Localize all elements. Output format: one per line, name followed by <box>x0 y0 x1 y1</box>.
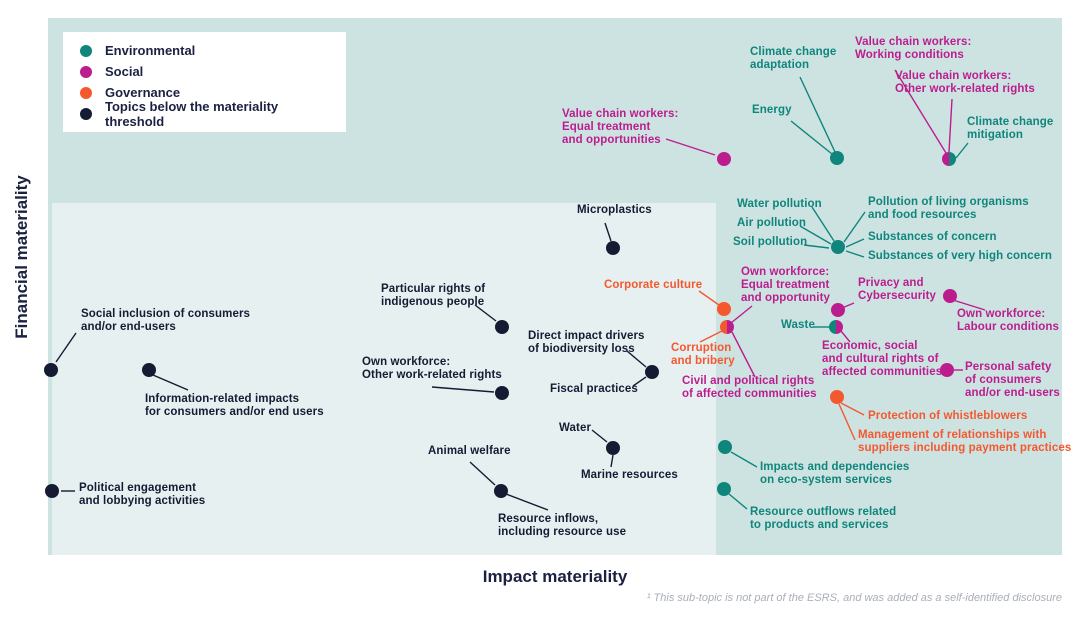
topic-label: Direct impact drivers of biodiversity lo… <box>528 330 645 355</box>
topic-dot-resource-outflows <box>717 482 731 496</box>
topic-dot-own-workforce-labour-conditions <box>943 289 957 303</box>
topic-label: Microplastics <box>577 204 652 216</box>
topic-label: Value chain workers: Working conditions <box>855 36 972 61</box>
topic-label: Privacy and Cybersecurity <box>858 277 937 302</box>
topic-label: Personal safety of consumers and/or end-… <box>965 361 1060 399</box>
topic-label: Management of relationships with supplie… <box>858 429 1072 454</box>
topic-dot-social-inclusion <box>44 363 58 377</box>
topic-label: Political engagement and lobbying activi… <box>79 482 206 507</box>
topic-label: Economic, social and cultural rights of … <box>822 340 943 378</box>
topic-dot-pollution-cluster <box>831 240 845 254</box>
topic-label: Air pollution <box>737 217 807 229</box>
legend-dot-governance <box>80 86 92 99</box>
topic-label: Social inclusion of consumers and/or end… <box>81 308 251 333</box>
topic-dot-microplastics <box>606 241 620 255</box>
topic-label: Water pollution <box>737 198 822 210</box>
topic-dot-water-marine <box>606 441 620 455</box>
legend-dot-environmental <box>80 44 92 57</box>
topic-label: Impacts and dependencies on eco-system s… <box>760 461 910 486</box>
topic-label: Soil pollution <box>733 236 808 248</box>
legend-item-threshold: Topics below the materiality threshold <box>77 99 332 129</box>
topic-label: Energy <box>752 104 792 116</box>
topic-label: Protection of whistleblowers <box>868 410 1028 422</box>
legend-item-environmental: Environmental <box>77 40 332 61</box>
topic-label: Value chain workers: Other work-related … <box>895 70 1035 95</box>
legend-label: Governance <box>105 85 181 100</box>
legend-label: Social <box>105 64 144 79</box>
topic-dot-value-chain-workers-equal-treatment <box>717 152 731 166</box>
topic-label: Climate change adaptation <box>750 46 837 71</box>
topic-dot-energy-climate-adaptation <box>830 151 844 165</box>
topic-label: Marine resources <box>581 469 678 481</box>
topic-dot-ecosystem-services <box>718 440 732 454</box>
topic-label: Animal welfare <box>428 445 511 457</box>
topic-dot-whistleblowers-suppliers <box>830 390 844 404</box>
legend-label: Topics below the materiality threshold <box>105 98 279 129</box>
topic-dot-corporate-culture <box>717 302 731 316</box>
topic-label: Corruption and bribery <box>671 342 735 367</box>
topic-label: Water <box>559 422 592 434</box>
y-axis-label: Financial materiality <box>12 175 31 339</box>
topic-dot-indigenous-people <box>495 320 509 334</box>
topic-dot-political-engagement <box>45 484 59 498</box>
topic-dot-own-workforce-other-rights <box>495 386 509 400</box>
topic-label: Pollution of living organisms and food r… <box>868 196 1029 221</box>
legend-item-governance: Governance <box>77 82 332 103</box>
topic-dot-value-chain-workers-climate-mitigation <box>942 152 956 166</box>
topic-label: Information-related impacts for consumer… <box>145 393 324 418</box>
topic-label: Own workforce: Equal treatment and oppor… <box>741 266 831 304</box>
x-axis-label: Impact materiality <box>482 567 628 586</box>
topic-label: Own workforce: Other work-related rights <box>362 356 502 381</box>
topic-label: Resource inflows, including resource use <box>498 513 627 538</box>
topic-label: Substances of concern <box>868 231 997 243</box>
topic-label: Own workforce: Labour conditions <box>957 308 1059 333</box>
legend: Environmental Social Governance Topics belo… <box>63 32 346 132</box>
topic-label: Civil and political rights of affected c… <box>682 375 817 400</box>
topic-dot-corruption-civil-rights <box>720 320 734 334</box>
topic-label: Fiscal practices <box>550 383 638 395</box>
legend-dot-threshold <box>80 107 92 120</box>
legend-dot-social <box>80 65 92 78</box>
topic-dot-biodiversity-fiscal <box>645 365 659 379</box>
topic-label: Value chain workers: Equal treatment and… <box>562 108 679 146</box>
footnote: ¹ This sub-topic is not part of the ESRS… <box>646 592 1062 604</box>
topic-label: Substances of very high concern <box>868 250 1052 262</box>
topic-label: Climate change mitigation <box>967 116 1054 141</box>
topic-label: Waste <box>781 319 815 331</box>
topic-dot-waste-economic-rights <box>829 320 843 334</box>
topic-dot-information-related-impacts <box>142 363 156 377</box>
topic-label: Resource outflows related to products an… <box>750 506 897 531</box>
topic-dot-personal-safety <box>940 363 954 377</box>
topic-label: Particular rights of indigenous people <box>381 283 486 308</box>
topic-dot-privacy-cybersecurity <box>831 303 845 317</box>
legend-label: Environmental <box>105 43 196 58</box>
legend-item-social: Social <box>77 61 332 82</box>
topic-dot-animal-welfare-resource-inflows <box>494 484 508 498</box>
topic-label: Corporate culture <box>604 279 703 291</box>
